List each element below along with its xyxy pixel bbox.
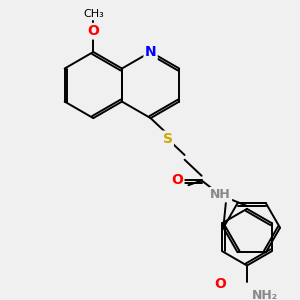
Text: CH₃: CH₃	[83, 9, 104, 19]
Text: N: N	[145, 45, 156, 59]
Text: NH₂: NH₂	[252, 289, 278, 300]
Text: O: O	[214, 278, 226, 291]
Text: S: S	[163, 132, 172, 146]
Text: O: O	[87, 24, 99, 38]
Text: O: O	[171, 173, 183, 188]
Text: NH: NH	[210, 188, 231, 201]
